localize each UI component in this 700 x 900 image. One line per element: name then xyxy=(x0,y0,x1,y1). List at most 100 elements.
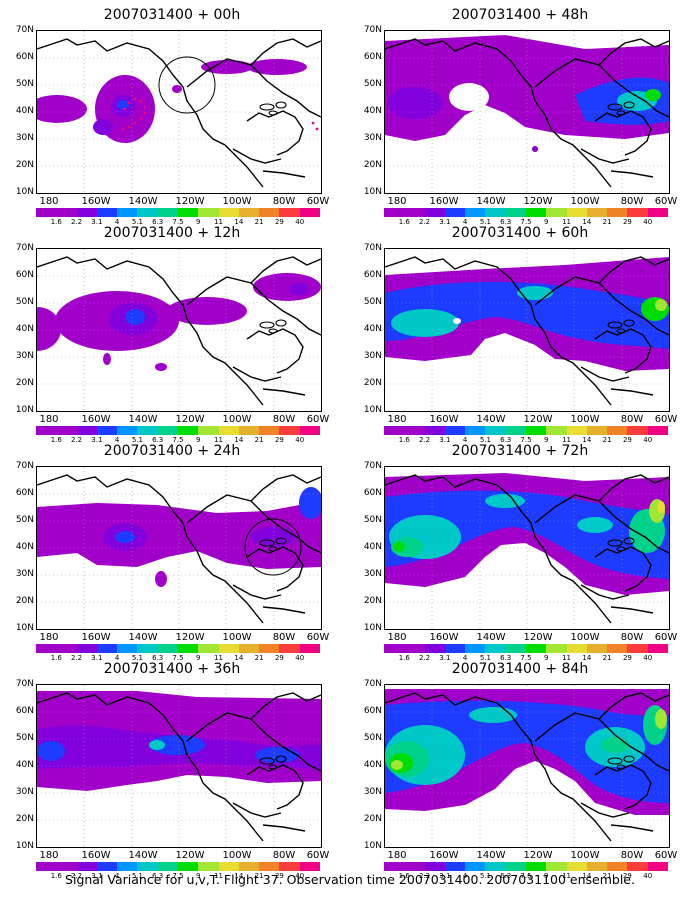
lat-label: 40N xyxy=(363,760,382,770)
panel-title: 2007031400 + 24h xyxy=(103,443,241,459)
lat-label: 20N xyxy=(15,378,34,388)
colorbar-swatch xyxy=(627,644,648,653)
coastlines xyxy=(37,38,321,188)
variance-map xyxy=(37,31,321,193)
lon-label: 120W xyxy=(523,196,553,207)
colorbar-swatch xyxy=(299,426,320,435)
lat-label: 30N xyxy=(15,133,34,143)
colorbar-label: 4 xyxy=(114,436,120,444)
lon-label: 160W xyxy=(81,414,111,425)
colorbar-swatch xyxy=(384,208,405,217)
lat-label: 70N xyxy=(15,243,34,253)
lon-label: 60W xyxy=(306,850,330,861)
lat-label: 30N xyxy=(15,351,34,361)
colorbar-label: 29 xyxy=(622,872,632,880)
colorbar-swatch xyxy=(647,426,668,435)
colorbar-swatch xyxy=(218,208,239,217)
colorbar xyxy=(36,426,320,435)
colorbar-label: 21 xyxy=(602,872,612,880)
colorbar-swatch xyxy=(525,862,547,871)
lat-label: 20N xyxy=(15,814,34,824)
coastlines xyxy=(37,692,321,842)
lon-label: 100W xyxy=(570,414,600,425)
colorbar-label: 21 xyxy=(254,218,264,226)
colorbar-swatch xyxy=(198,644,219,653)
colorbar-label: 2.2 xyxy=(418,436,431,444)
colorbar-label: 40 xyxy=(295,872,305,880)
lakes xyxy=(607,319,635,334)
colorbar-swatch xyxy=(177,208,199,217)
lakes xyxy=(607,755,635,770)
map-panel-24h: 2007031400 + 24h xyxy=(2,442,342,662)
colorbar-label: 11 xyxy=(214,872,224,880)
colorbar-swatch xyxy=(198,426,219,435)
lon-label: 100W xyxy=(570,196,600,207)
colorbar-swatch xyxy=(384,644,405,653)
colorbar-swatch xyxy=(586,862,608,871)
lon-label: 120W xyxy=(175,414,205,425)
colorbar-swatch xyxy=(238,426,260,435)
lat-label: 50N xyxy=(363,733,382,743)
map-panel-36h: 2007031400 + 36h xyxy=(2,660,342,880)
colorbar-label: 1.6 xyxy=(398,218,410,226)
lat-label: 40N xyxy=(15,324,34,334)
lon-label: 60W xyxy=(306,414,330,425)
map-area xyxy=(384,248,670,412)
lon-label: 100W xyxy=(222,632,252,643)
colorbar-label: 14 xyxy=(582,654,592,662)
grid-lines xyxy=(385,31,669,193)
map-area xyxy=(384,684,670,848)
lat-label: 60N xyxy=(363,52,382,62)
colorbar-label: 5.1 xyxy=(479,436,491,444)
lat-label: 70N xyxy=(15,461,34,471)
variance-map xyxy=(385,249,669,411)
colorbar-label: 7.5 xyxy=(172,436,184,444)
colorbar-swatch xyxy=(56,426,77,435)
lat-label: 30N xyxy=(15,569,34,579)
lon-label: 180 xyxy=(39,196,59,207)
colorbar-swatch xyxy=(36,208,57,217)
colorbar-swatch xyxy=(647,644,668,653)
colorbar-label: 4 xyxy=(114,872,120,880)
colorbar-label: 6.3 xyxy=(500,436,512,444)
panel-title: 2007031400 + 72h xyxy=(451,443,589,459)
colorbar-labels: 1.6 2.2 3.1 4 5.1 6.3 7.5 9 11 14 21 29 40 xyxy=(384,872,668,881)
lat-label: 10N xyxy=(15,187,34,197)
colorbar-swatch xyxy=(546,208,567,217)
field-blobs xyxy=(37,59,307,143)
colorbar-swatch xyxy=(259,426,280,435)
colorbar-swatch xyxy=(218,862,239,871)
lon-label: 160W xyxy=(429,632,459,643)
colorbar-swatch xyxy=(279,862,300,871)
lat-label: 30N xyxy=(363,351,382,361)
colorbar-swatch xyxy=(607,208,628,217)
lat-label: 10N xyxy=(15,623,34,633)
colorbar-swatch xyxy=(238,644,260,653)
obs-markers xyxy=(158,56,216,114)
lakes xyxy=(259,755,287,770)
colorbar-swatch xyxy=(607,862,628,871)
colorbar-swatch xyxy=(505,208,526,217)
map-panel-12h: 2007031400 + 12h xyxy=(2,224,342,444)
lat-label: 50N xyxy=(363,515,382,525)
variance-map xyxy=(37,249,321,411)
lon-label: 60W xyxy=(654,850,678,861)
colorbar-label: 1.6 xyxy=(50,872,62,880)
colorbar-label: 9 xyxy=(196,654,201,662)
colorbar-swatch xyxy=(647,862,668,871)
map-panel-00h: 2007031400 + 00h xyxy=(2,6,342,226)
colorbar-label: 3.1 xyxy=(439,436,451,444)
colorbar-swatch xyxy=(198,208,219,217)
colorbar-swatch xyxy=(424,644,445,653)
colorbar-label: 4 xyxy=(462,218,468,226)
lon-label: 80W xyxy=(620,632,644,643)
colorbar-label: 14 xyxy=(234,654,244,662)
colorbar-label: 1.6 xyxy=(50,218,62,226)
lat-label: 60N xyxy=(363,270,382,280)
lon-label: 140W xyxy=(128,196,158,207)
colorbar-swatch xyxy=(485,426,506,435)
lat-label: 40N xyxy=(15,542,34,552)
lakes xyxy=(259,537,287,552)
colorbar-label: 11 xyxy=(214,654,224,662)
colorbar-label: 7.5 xyxy=(172,218,184,226)
